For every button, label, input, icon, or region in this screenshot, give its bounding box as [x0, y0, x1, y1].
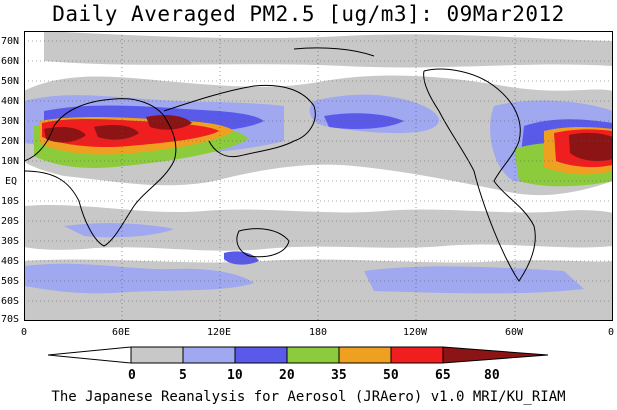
credit-line: The Japanese Reanalysis for Aerosol (JRA…	[51, 389, 566, 405]
lat-label-30n: 30N	[1, 116, 19, 127]
longitude-axis: 0 60E 120E 180 120W 60W 0	[21, 327, 614, 338]
colorbar-bin-50-65	[338, 346, 392, 364]
colorbar-bin-65-80	[390, 346, 444, 364]
lon-label-180: 180	[309, 327, 327, 338]
lon-label-120w: 120W	[403, 327, 428, 338]
lat-label-40s: 40S	[1, 256, 19, 267]
colorbar-bin-20-35	[234, 346, 288, 364]
colorbar-label-0: 0	[128, 368, 136, 383]
colorbar-bin-5-10	[130, 346, 184, 364]
lon-label-0-left: 0	[21, 327, 27, 338]
lon-label-60e: 60E	[112, 327, 130, 338]
lat-label-50n: 50N	[1, 76, 19, 87]
lat-label-70s: 70S	[1, 314, 19, 325]
colorbar-min-arrow	[48, 346, 132, 364]
colorbar-legend: 0 5 10 20 35 50 65 80	[48, 346, 549, 383]
latitude-axis: 70N 60N 50N 40N 30N 20N 10N EQ 10S 20S 3…	[1, 36, 19, 325]
colorbar-label-20: 20	[279, 368, 295, 383]
lat-label-10s: 10S	[1, 196, 19, 207]
colorbar-bin-10-20	[182, 346, 236, 364]
lat-label-10n: 10N	[1, 156, 19, 167]
colorbar-label-35: 35	[331, 368, 347, 383]
map-border	[24, 31, 613, 321]
lat-label-20n: 20N	[1, 136, 19, 147]
pm25-map	[24, 31, 613, 321]
lat-label-50s: 50S	[1, 276, 19, 287]
graticule	[24, 31, 613, 321]
colorbar-label-5: 5	[179, 368, 187, 383]
colorbar-label-10: 10	[227, 368, 243, 383]
lon-label-60w: 60W	[505, 327, 524, 338]
lat-label-60n: 60N	[1, 56, 19, 67]
colorbar-label-65: 65	[435, 368, 451, 383]
colorbar-bin-35-50	[286, 346, 340, 364]
lat-label-30s: 30S	[1, 236, 19, 247]
page-title: Daily Averaged PM2.5 [ug/m3]: 09Mar2012	[52, 2, 565, 26]
lat-label-60s: 60S	[1, 296, 19, 307]
lat-label-eq: EQ	[5, 176, 17, 187]
lat-label-70n: 70N	[1, 36, 19, 47]
colorbar-max-arrow	[442, 346, 549, 364]
lon-label-120e: 120E	[207, 327, 231, 338]
colorbar-label-80: 80	[484, 368, 500, 383]
lon-label-0-right: 0	[608, 327, 614, 338]
colorbar-label-50: 50	[383, 368, 399, 383]
lat-label-40n: 40N	[1, 96, 19, 107]
lat-label-20s: 20S	[1, 216, 19, 227]
